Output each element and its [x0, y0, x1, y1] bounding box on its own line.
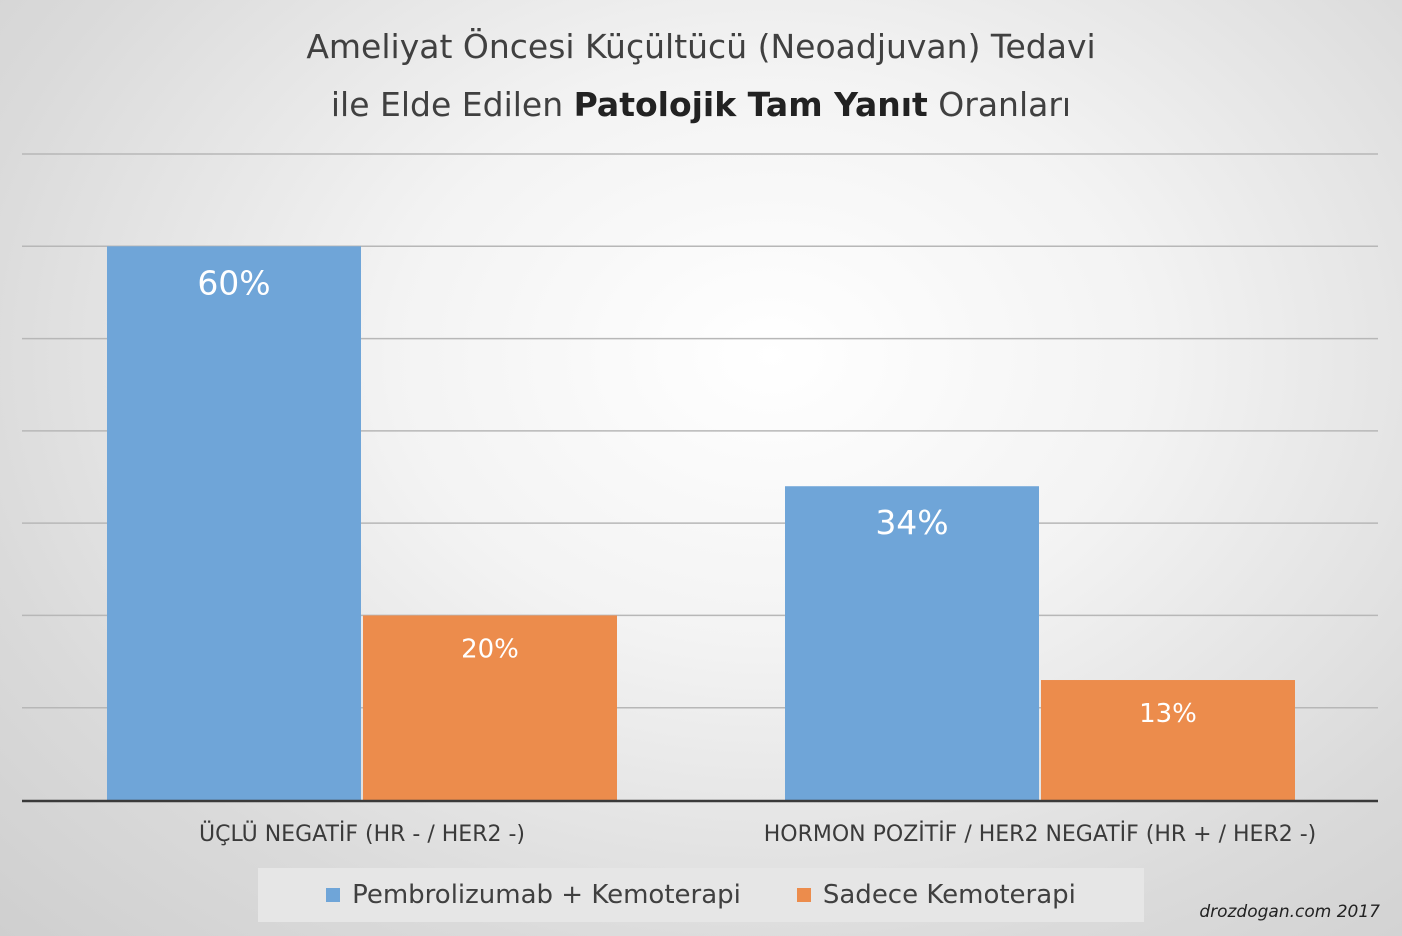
legend-item-series-0: Pembrolizumab + Kemoterapi [326, 880, 741, 910]
data-label-series-1-cat-1: 13% [1139, 699, 1197, 729]
legend-swatch-blue [326, 888, 341, 902]
title-line2-bold: Patolojik Tam Yanıt [573, 85, 928, 124]
legend-item-series-1: Sadece Kemoterapi [796, 880, 1076, 910]
legend-swatch-orange [796, 888, 811, 902]
title-line2-post: Oranları [927, 85, 1072, 124]
legend: Pembrolizumab + Kemoterapi Sadece Kemote… [258, 868, 1144, 922]
data-label-series-0-cat-0: 60% [197, 263, 270, 302]
bar-series-1-cat-1 [1041, 680, 1295, 800]
chart-title-line2: ile Elde Edilen Patolojik Tam Yanıt Oran… [0, 76, 1402, 134]
legend-label-0: Pembrolizumab + Kemoterapi [352, 880, 741, 910]
bar-series-0-cat-0 [107, 246, 361, 801]
credit-text: drozdogan.com 2017 [1199, 902, 1380, 922]
category-label-1: HORMON POZİTİF / HER2 NEGATİF (HR + / HE… [763, 822, 1317, 847]
title-line2-pre: ile Elde Edilen [330, 85, 574, 124]
bar-series-0-cat-1 [785, 486, 1039, 800]
category-label-0: ÜÇLÜ NEGATİF (HR - / HER2 -) [198, 822, 526, 847]
chart-title-line1: Ameliyat Öncesi Küçültücü (Neoadjuvan) T… [306, 27, 1096, 66]
data-label-series-1-cat-0: 20% [461, 634, 519, 664]
data-label-series-0-cat-1: 34% [875, 503, 948, 542]
legend-label-1: Sadece Kemoterapi [822, 880, 1076, 910]
bar-series-1-cat-0 [363, 615, 617, 800]
